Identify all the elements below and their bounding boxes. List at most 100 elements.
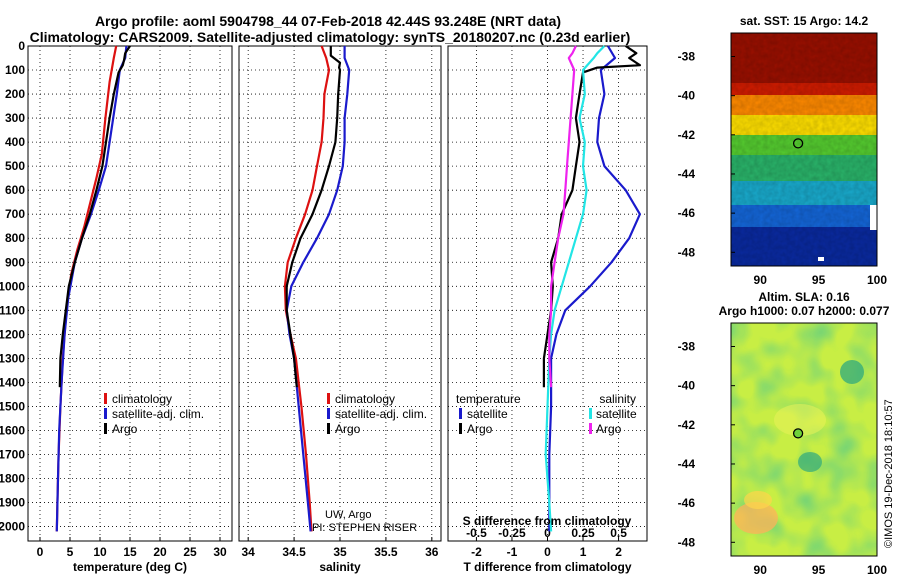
secondary-x-tick-label: -0.5: [466, 526, 487, 540]
temperature-legend: climatology satellite-adj. clim. Argo: [104, 392, 204, 436]
legend-swatch-argo: [104, 423, 107, 434]
sla-map-title: Altim. SLA: 0.16: [758, 290, 850, 304]
x-tick-label: -2: [471, 545, 482, 559]
secondary-x-tick-label: 0.5: [610, 526, 627, 540]
legend-swatch-temp-satellite: [459, 408, 462, 419]
title-line-2: Climatology: CARS2009. Satellite-adjuste…: [30, 29, 631, 45]
sst-field: [731, 33, 877, 266]
legend-swatch-climatology: [327, 393, 330, 404]
y-tick-label: 700: [5, 207, 25, 221]
x-tick-label: 15: [123, 545, 137, 559]
title-line-1: Argo profile: aoml 5904798_44 07-Feb-201…: [95, 13, 561, 29]
y-tick-label: 1300: [0, 351, 25, 365]
series-line-satellite-adj-clim-: [285, 46, 351, 532]
legend-label-climatology: climatology: [335, 392, 395, 406]
x-axis-label: T difference from climatology: [463, 560, 631, 574]
y-tick-label: 300: [5, 111, 25, 125]
s-difference-label: S difference from climatology: [463, 514, 632, 528]
series-line-argo: [58, 45, 131, 388]
map-x-tick-label: 95: [812, 273, 826, 287]
secondary-x-tick-label: -0.25: [498, 526, 526, 540]
map-y-tick-label: -38: [678, 339, 696, 353]
x-tick-label: 30: [213, 545, 227, 559]
y-tick-label: 2000: [0, 520, 25, 534]
secondary-x-tick-label: 0.25: [571, 526, 595, 540]
x-tick-label: 25: [183, 545, 197, 559]
sst-map-title: sat. SST: 15 Argo: 14.2: [740, 14, 869, 28]
series-line-salinity-argo: [548, 45, 577, 388]
legend-label-sal-argo: Argo: [596, 422, 622, 436]
y-tick-label: 100: [5, 63, 25, 77]
series-line-temperature-satellite: [548, 45, 641, 532]
pi-note: PI: STEPHEN RISER: [312, 522, 417, 534]
x-tick-label: -1: [507, 545, 518, 559]
series-line-satellite-adj-clim-: [55, 45, 128, 532]
legend-swatch-temp-argo: [459, 423, 462, 434]
map-y-tick-label: -46: [678, 206, 696, 220]
map-x-tick-label: 100: [867, 273, 887, 287]
map-y-tick-label: -46: [678, 496, 696, 510]
legend-heading-temperature: temperature: [456, 392, 521, 406]
salinity-legend: climatology satellite-adj. clim. Argo UW…: [312, 392, 427, 534]
y-tick-label: 400: [5, 135, 25, 149]
sla-map-axes: -38 -40 -42 -44 -46 -48 90 95 100: [678, 339, 888, 577]
secondary-x-tick-label: 0: [544, 526, 551, 540]
legend-label-climatology: climatology: [112, 392, 172, 406]
sst-argo-location-marker: [792, 138, 804, 149]
x-axis-label: temperature (deg C): [73, 560, 187, 574]
sla-argo-location-marker: [792, 428, 804, 439]
map-y-tick-label: -42: [678, 128, 696, 142]
map-y-tick-label: -44: [678, 457, 696, 471]
legend-label-argo: Argo: [112, 422, 138, 436]
x-tick-label: 35.5: [374, 545, 398, 559]
temperature-panel: 0 100 200 300 400 500 600 700 800 900 1000 1100 1200…: [0, 39, 233, 574]
legend-label-satellite-adj: satellite-adj. clim.: [112, 407, 204, 421]
sla-map: Altim. SLA: 0.16 Argo h1000: 0.07 h2000:…: [678, 290, 890, 577]
y-tick-label: 1800: [0, 472, 25, 486]
x-tick-label: 5: [67, 545, 74, 559]
legend-swatch-sal-argo: [589, 423, 592, 434]
legend-label-sal-satellite: satellite: [596, 407, 637, 421]
y-tick-label: 1100: [0, 303, 25, 317]
imos-credit: ©IMOS 19-Dec-2018 18:10:57: [883, 399, 895, 548]
uw-argo-note: UW, Argo: [325, 509, 371, 521]
x-tick-label: 0: [37, 545, 44, 559]
map-y-tick-label: -40: [678, 89, 696, 103]
y-tick-label: 1700: [0, 447, 25, 461]
legend-label-temp-argo: Argo: [467, 422, 493, 436]
x-tick-label: 35: [333, 545, 347, 559]
legend-heading-salinity: salinity: [599, 392, 636, 406]
y-tick-label: 1600: [0, 423, 25, 437]
map-y-tick-label: -48: [678, 535, 696, 549]
map-x-tick-label: 90: [754, 563, 768, 577]
series-line-climatology: [55, 45, 118, 532]
y-tick-label: 200: [5, 87, 25, 101]
legend-label-argo: Argo: [335, 422, 361, 436]
legend-swatch-climatology: [104, 393, 107, 404]
map-y-tick-label: -42: [678, 418, 696, 432]
sla-field: [731, 323, 877, 556]
y-tick-label: 1400: [0, 375, 25, 389]
map-x-tick-label: 95: [812, 563, 826, 577]
y-tick-label: 600: [5, 183, 25, 197]
difference-panel: -2 -1 0 1 2 -0.5 -0.25 0 0.25 0.5 T difference fro…: [447, 45, 648, 574]
legend-swatch-satellite: [327, 408, 330, 419]
y-tick-label: 1200: [0, 327, 25, 341]
map-x-tick-label: 100: [867, 563, 887, 577]
map-y-tick-label: -48: [678, 245, 696, 259]
y-tick-label: 800: [5, 231, 25, 245]
y-tick-label: 1000: [0, 279, 25, 293]
sst-map-axes: -38 -40 -42 -44 -46 -48 90 95 100: [678, 49, 888, 287]
legend-label-temp-satellite: satellite: [467, 407, 508, 421]
x-tick-label: 20: [153, 545, 167, 559]
legend-swatch-satellite: [104, 408, 107, 419]
x-tick-label: 34.5: [282, 545, 306, 559]
x-tick-label: 10: [93, 545, 107, 559]
series-line-temperature-argo: [542, 45, 641, 388]
x-axis-label: salinity: [319, 560, 361, 574]
y-tick-label: 900: [5, 255, 25, 269]
salinity-panel: 34 34.5 35 35.5 36 salinity: [238, 45, 442, 574]
y-tick-label: 500: [5, 159, 25, 173]
x-tick-label: 36: [425, 545, 439, 559]
